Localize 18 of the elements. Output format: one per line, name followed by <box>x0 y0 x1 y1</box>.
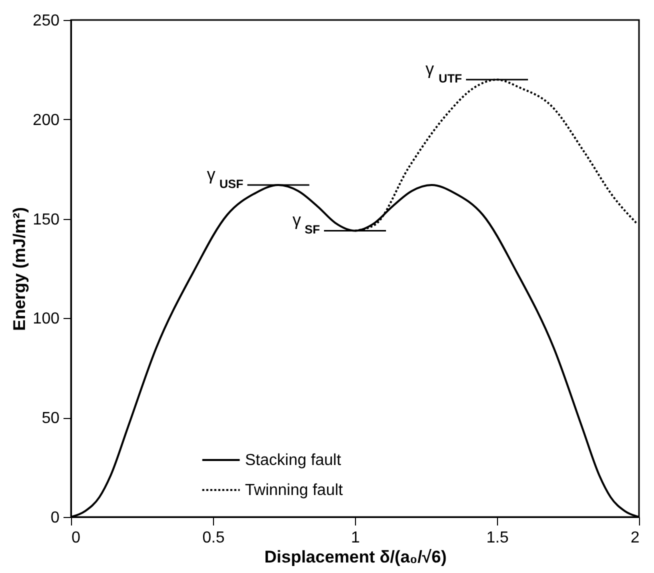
y-tick-label: 0 <box>50 510 60 526</box>
y-tick-label: 100 <box>32 310 60 328</box>
x-tick-label: 0 <box>72 530 80 546</box>
x-tick-label: 1.5 <box>486 530 509 546</box>
x-axis-title: Displacement δ/(a₀/√6) <box>264 548 447 566</box>
y-axis-title: Energy (mJ/m²) <box>10 207 29 331</box>
annotation: γUSF <box>206 165 244 192</box>
legend-label: Twinning fault <box>245 482 344 499</box>
x-tick-label: 2 <box>630 530 640 546</box>
x-tick-label: 0.5 <box>202 530 225 546</box>
x-tick-label: 1 <box>351 530 360 546</box>
y-tick-label: 200 <box>32 112 60 129</box>
annotation: γUTF <box>426 60 462 86</box>
y-tick-label: 150 <box>32 211 60 228</box>
y-tick-label: 50 <box>42 410 60 428</box>
annotation: γSF <box>292 210 320 237</box>
y-tick-label: 250 <box>32 12 60 30</box>
legend-label: Stacking fault <box>245 452 342 469</box>
